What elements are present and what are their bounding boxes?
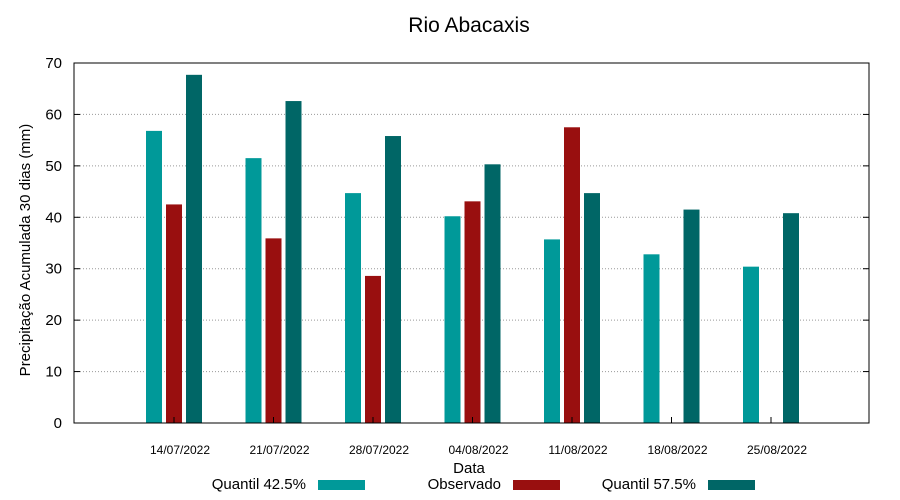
- legend-label: Quantil 57.5%: [602, 476, 696, 493]
- x-axis: 14/07/2022 21/07/2022 28/07/2022 04/08/2022…: [150, 417, 807, 457]
- grid-lines: [74, 113, 869, 373]
- bar-quantil-42-5--1: [245, 158, 262, 423]
- y-tick-label: 0: [54, 415, 62, 432]
- y-tick-label: 20: [45, 312, 62, 329]
- bar-quantil-57-5--1: [285, 101, 302, 424]
- x-tick-label: 14/07/2022: [150, 443, 210, 457]
- x-axis-label: Data: [453, 460, 485, 477]
- y-tick-label: 10: [45, 364, 62, 381]
- x-tick-label: 25/08/2022: [747, 443, 807, 457]
- bar-quantil-57-5--6: [783, 213, 799, 423]
- x-tick-label: 18/08/2022: [647, 443, 707, 457]
- bar-quantil-42-5--2: [345, 193, 361, 423]
- bar-observado-3: [464, 201, 481, 423]
- legend-swatch: [318, 480, 365, 490]
- y-tick-label: 40: [45, 209, 62, 226]
- bar-quantil-57-5--5: [683, 209, 700, 423]
- bars: [146, 74, 799, 424]
- bar-observado-2: [365, 275, 381, 423]
- legend: Quantil 42.5% Observado Quantil 57.5%: [212, 476, 755, 493]
- x-tick-label: 11/08/2022: [548, 443, 607, 457]
- x-tick-label: 28/07/2022: [349, 443, 409, 457]
- bar-observado-4: [564, 127, 580, 424]
- bar-quantil-42-5--4: [544, 239, 560, 423]
- y-tick-label: 60: [45, 106, 62, 123]
- bar-observado-1: [265, 238, 282, 423]
- y-tick-label: 70: [45, 55, 62, 72]
- legend-swatch: [513, 480, 560, 490]
- plot-frame: [73, 62, 870, 424]
- y-tick-label: 50: [45, 158, 62, 175]
- y-tick-label: 30: [45, 261, 62, 278]
- bar-quantil-42-5--3: [444, 216, 461, 423]
- bar-quantil-57-5--2: [385, 136, 401, 423]
- bar-quantil-42-5--0: [146, 130, 162, 423]
- legend-label: Observado: [428, 476, 501, 493]
- x-tick-label: 04/08/2022: [448, 443, 508, 457]
- bar-quantil-42-5--5: [643, 254, 660, 423]
- bar-quantil-57-5--4: [584, 193, 600, 423]
- bar-quantil-57-5--0: [186, 74, 202, 423]
- legend-swatch: [708, 480, 755, 490]
- y-axis-label: Precipitação Acumulada 30 dias (mm): [17, 124, 34, 377]
- bar-quantil-57-5--3: [484, 164, 501, 424]
- legend-label: Quantil 42.5%: [212, 476, 306, 493]
- bar-observado-0: [166, 204, 182, 423]
- chart-title: Rio Abacaxis: [408, 14, 529, 37]
- y-axis: 0 10 20 30 40 50 60 70: [45, 55, 869, 432]
- bar-quantil-42-5--6: [743, 266, 759, 423]
- x-tick-label: 21/07/2022: [249, 443, 309, 457]
